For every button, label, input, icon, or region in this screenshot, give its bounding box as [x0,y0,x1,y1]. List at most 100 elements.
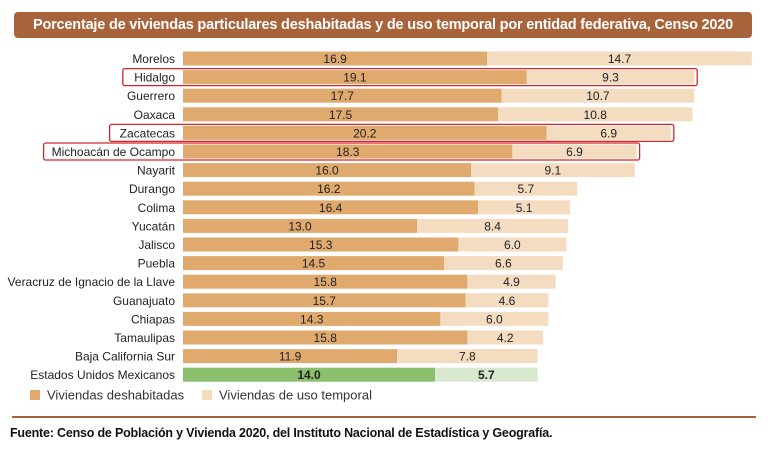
bar-deshabitadas-hidalgo [183,70,527,85]
category-label-veracruz-de-ignacio-de-la-llave: Veracruz de Ignacio de la Llave [8,275,176,289]
value-label-deshabitadas-jalisco: 15.3 [309,238,333,252]
bar-deshabitadas-estados-unidos-mexicanos [183,367,435,382]
bar-deshabitadas-durango [183,181,475,196]
value-label-uso-temporal-jalisco: 6.0 [504,238,521,252]
value-label-deshabitadas-yucatan: 13.0 [288,219,312,233]
category-label-oaxaca: Oaxaca [134,108,176,122]
bar-deshabitadas-guanajuato [183,293,466,308]
bar-deshabitadas-nayarit [183,163,471,178]
bar-uso-temporal-oaxaca [498,107,693,122]
value-label-uso-temporal-morelos: 14.7 [608,52,632,66]
value-label-uso-temporal-guerrero: 10.7 [586,89,610,103]
category-label-guerrero: Guerrero [127,89,175,103]
bar-uso-temporal-guanajuato [465,293,549,308]
category-label-hidalgo: Hidalgo [134,71,175,85]
legend-swatch-uso-temporal [202,390,212,400]
bar-deshabitadas-chiapas [183,311,441,326]
value-label-deshabitadas-estados-unidos-mexicanos: 14.0 [297,368,321,382]
value-label-uso-temporal-tamaulipas: 4.2 [497,331,514,345]
bar-deshabitadas-veracruz-de-ignacio-de-la-llave [183,274,468,289]
bar-uso-temporal-jalisco [458,237,567,252]
value-label-uso-temporal-oaxaca: 10.8 [584,108,608,122]
chart-title: Porcentaje de viviendas particulares des… [14,12,752,38]
bar-uso-temporal-puebla [444,256,563,271]
bar-deshabitadas-morelos [183,51,488,66]
bar-uso-temporal-estados-unidos-mexicanos [435,367,538,382]
bar-uso-temporal-yucatan [417,218,569,233]
bar-uso-temporal-veracruz-de-ignacio-de-la-llave [467,274,556,289]
category-label-tamaulipas: Tamaulipas [114,331,175,345]
category-label-durango: Durango [129,182,175,196]
bar-deshabitadas-tamaulipas [183,330,468,345]
category-label-baja-california-sur: Baja California Sur [75,350,175,364]
value-label-uso-temporal-colima: 5.1 [516,201,533,215]
value-label-uso-temporal-hidalgo: 9.3 [602,71,619,85]
category-label-zacatecas: Zacatecas [120,126,175,140]
value-label-deshabitadas-hidalgo: 19.1 [343,71,367,85]
category-label-estados-unidos-mexicanos: Estados Unidos Mexicanos [30,368,175,382]
bar-uso-temporal-durango [474,181,578,196]
bar-uso-temporal-morelos [487,51,752,66]
category-label-puebla: Puebla [138,257,176,271]
bar-deshabitadas-michoacan-de-ocampo [183,144,513,159]
bar-uso-temporal-guerrero [501,88,695,103]
value-label-uso-temporal-yucatan: 8.4 [484,219,501,233]
value-label-deshabitadas-nayarit: 16.0 [315,164,339,178]
legend-label-uso-temporal: Viviendas de uso temporal [219,388,372,403]
bar-deshabitadas-guerrero [183,88,502,103]
bar-deshabitadas-puebla [183,256,444,271]
value-label-deshabitadas-chiapas: 14.3 [300,312,324,326]
bar-deshabitadas-colima [183,200,479,215]
category-label-jalisco: Jalisco [138,238,175,252]
value-label-deshabitadas-oaxaca: 17.5 [329,108,353,122]
value-label-uso-temporal-baja-california-sur: 7.8 [459,350,476,364]
value-label-deshabitadas-zacatecas: 20.2 [353,126,377,140]
legend-swatch-deshabitadas [30,390,40,400]
value-label-deshabitadas-tamaulipas: 15.8 [314,331,338,345]
bar-uso-temporal-baja-california-sur [397,349,538,364]
highlight-frame-michoacan-de-ocampo [42,142,641,161]
bar-deshabitadas-jalisco [183,237,459,252]
value-label-deshabitadas-guerrero: 17.7 [331,89,355,103]
value-label-uso-temporal-chiapas: 6.0 [486,312,503,326]
source-note: Fuente: Censo de Población y Vivienda 20… [10,426,553,440]
value-label-deshabitadas-durango: 16.2 [317,182,341,196]
category-label-yucatan: Yucatán [132,219,175,233]
category-label-colima: Colima [138,201,176,215]
value-label-deshabitadas-guanajuato: 15.7 [313,294,337,308]
value-label-uso-temporal-estados-unidos-mexicanos: 5.7 [478,368,495,382]
value-label-deshabitadas-colima: 16.4 [319,201,343,215]
legend-label-deshabitadas: Viviendas deshabitadas [47,388,185,403]
category-label-nayarit: Nayarit [137,164,176,178]
category-label-guanajuato: Guanajuato [113,294,175,308]
value-label-uso-temporal-nayarit: 9.1 [545,164,562,178]
value-label-deshabitadas-morelos: 16.9 [323,52,347,66]
stacked-bar-chart: Morelos 16.9 14.7 Hidalgo 19.1 9.3 Guerrero 17.… [8,51,752,403]
value-label-uso-temporal-guanajuato: 4.6 [499,294,516,308]
value-label-uso-temporal-puebla: 6.6 [495,257,512,271]
category-label-morelos: Morelos [132,52,175,66]
highlight-frame-zacatecas [108,123,675,143]
highlight-frame-hidalgo [122,67,698,87]
category-label-chiapas: Chiapas [131,312,175,326]
bottom-divider [12,416,756,418]
bar-uso-temporal-hidalgo [526,70,695,85]
bar-deshabitadas-zacatecas [183,125,547,140]
value-label-uso-temporal-michoacan-de-ocampo: 6.9 [566,145,583,159]
bar-deshabitadas-yucatan [183,218,417,233]
bar-uso-temporal-michoacan-de-ocampo [512,144,637,159]
value-label-deshabitadas-baja-california-sur: 11.9 [279,350,302,364]
value-label-deshabitadas-puebla: 14.5 [302,257,326,271]
bar-deshabitadas-baja-california-sur [183,349,398,364]
value-label-uso-temporal-veracruz-de-ignacio-de-la-llave: 4.9 [503,275,520,289]
category-label-michoacan-de-ocampo: Michoacán de Ocampo [52,145,176,159]
bar-uso-temporal-zacatecas [546,125,671,140]
bar-deshabitadas-oaxaca [183,107,498,122]
bar-uso-temporal-colima [478,200,570,215]
value-label-uso-temporal-durango: 5.7 [518,182,535,196]
value-label-deshabitadas-michoacan-de-ocampo: 18.3 [336,145,360,159]
bar-uso-temporal-nayarit [471,163,635,178]
value-label-deshabitadas-veracruz-de-ignacio-de-la-llave: 15.8 [314,275,338,289]
value-label-uso-temporal-zacatecas: 6.9 [600,126,617,140]
bar-uso-temporal-chiapas [440,311,549,326]
